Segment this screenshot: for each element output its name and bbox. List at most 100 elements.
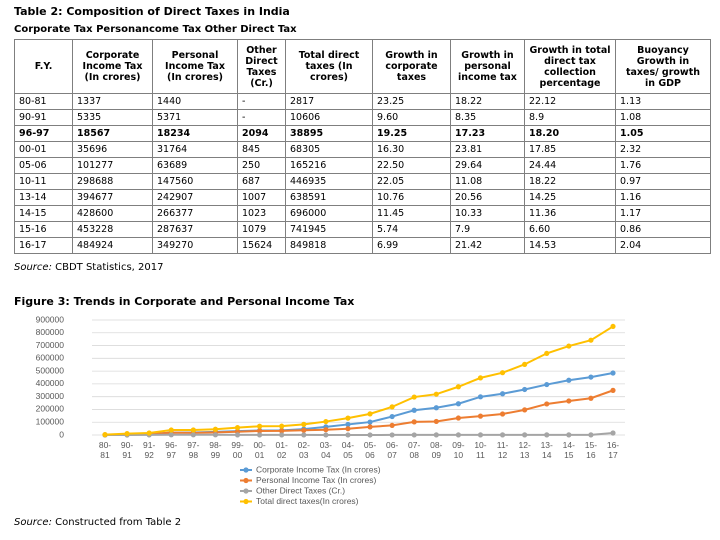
data-point xyxy=(301,432,307,438)
table-cell: 10606 xyxy=(285,109,373,126)
data-point xyxy=(455,432,461,438)
table-row: 00-01 35696 31764 845 68305 16.30 23.81 17.85 2.… xyxy=(14,141,711,158)
table-cell: 1079 xyxy=(237,221,286,238)
data-point xyxy=(301,421,307,427)
data-point xyxy=(544,401,550,407)
table-row: 15-16 453228 287637 1079 741945 5.74 7.9 6.60 0.… xyxy=(14,221,711,238)
y-tick-label: 300000 xyxy=(36,391,65,401)
data-point xyxy=(411,394,417,400)
legend-marker xyxy=(243,477,249,484)
data-point xyxy=(477,394,484,400)
source-label: Source: xyxy=(14,262,52,273)
x-tick-label: 80-81 xyxy=(98,440,112,460)
y-tick-label: 200000 xyxy=(36,404,65,414)
data-point xyxy=(433,418,439,425)
table-cell: 29.64 xyxy=(450,157,525,174)
table-cell: 9.60 xyxy=(372,109,451,126)
x-tick-label: 00-01 xyxy=(253,440,266,460)
legend-label: Other Direct Taxes (Cr.) xyxy=(256,485,345,495)
table-cell: 5335 xyxy=(72,109,153,126)
data-point xyxy=(522,407,528,413)
table-cell: 21.42 xyxy=(450,237,525,254)
source-label: Source: xyxy=(14,517,52,528)
data-point xyxy=(566,343,572,349)
data-point xyxy=(345,432,351,438)
header-cell: Growth in total direct tax collection pe… xyxy=(524,39,616,94)
data-point xyxy=(588,374,594,380)
data-point xyxy=(389,422,395,429)
data-point xyxy=(566,377,572,383)
table-cell: 1.16 xyxy=(615,189,711,206)
data-point xyxy=(499,370,506,376)
table-row: 05-06 101277 63689 250 165216 22.50 29.64 24.44… xyxy=(14,157,711,174)
table-cell: 2094 xyxy=(237,125,286,142)
data-point xyxy=(190,427,196,433)
data-point xyxy=(433,391,439,397)
table-row: 90-91 5335 5371-10606 9.60 8.35 8.9 1.08 xyxy=(14,109,711,126)
table-cell: 1023 xyxy=(237,205,286,222)
table-cell: 7.9 xyxy=(450,221,525,238)
table-cell: 18234 xyxy=(152,125,238,142)
table-cell: 1.13 xyxy=(615,93,711,110)
table-cell: 0.86 xyxy=(615,221,711,238)
table-cell: 18.20 xyxy=(524,125,616,142)
header-cell: Personal Income Tax (In crores) xyxy=(152,39,238,94)
data-point xyxy=(212,432,219,438)
table-cell: 266377 xyxy=(152,205,238,222)
table-cell: 31764 xyxy=(152,141,238,158)
table-cell: 15-16 xyxy=(14,221,73,238)
x-tick-label: 10-11 xyxy=(474,440,487,460)
data-point xyxy=(168,432,174,438)
x-tick-label: 06-07 xyxy=(385,440,399,460)
table-cell: 1.76 xyxy=(615,157,711,174)
table-cell: 1.08 xyxy=(615,109,711,126)
table-source: Source: CBDT Statistics, 2017 xyxy=(14,262,163,273)
table-cell: 16.30 xyxy=(372,141,451,158)
table-cell: 10-11 xyxy=(14,173,73,190)
data-point xyxy=(499,411,506,417)
data-point xyxy=(389,432,395,438)
y-tick-label: 500000 xyxy=(36,365,65,375)
table-cell: 15624 xyxy=(237,237,286,254)
table-cell: 696000 xyxy=(285,205,373,222)
table-cell: 298688 xyxy=(72,173,153,190)
data-point xyxy=(477,432,484,438)
table-cell: 0.97 xyxy=(615,173,711,190)
data-point xyxy=(433,432,439,438)
source-text: CBDT Statistics, 2017 xyxy=(55,262,164,273)
data-point xyxy=(610,323,616,330)
table-cell: 11.45 xyxy=(372,205,451,222)
table-cell: 1440 xyxy=(152,93,238,110)
table-cell: 6.99 xyxy=(372,237,451,254)
x-tick-label: 08-09 xyxy=(430,440,443,460)
data-point xyxy=(499,432,506,438)
figure-source: Source: Constructed from Table 2 xyxy=(14,517,181,528)
table-cell: 22.50 xyxy=(372,157,451,174)
data-point xyxy=(345,421,351,428)
table-cell: 63689 xyxy=(152,157,238,174)
data-point xyxy=(588,432,594,438)
data-point xyxy=(522,432,528,438)
chart-svg: 0 100000 200000 300000 400000 500000 600000 700… xyxy=(36,314,625,506)
table-cell: 638591 xyxy=(285,189,373,206)
y-tick-label: 100000 xyxy=(36,416,65,426)
table-cell: 05-06 xyxy=(14,157,73,174)
data-point xyxy=(588,337,594,343)
x-tick-label: 97-98 xyxy=(187,440,200,460)
table-cell: 18.22 xyxy=(524,173,616,190)
data-point xyxy=(367,432,373,438)
data-point xyxy=(544,432,550,438)
table-cell: 20.56 xyxy=(450,189,525,206)
data-point xyxy=(566,432,572,438)
data-point xyxy=(345,426,351,432)
data-point xyxy=(367,424,373,430)
table-cell: 35696 xyxy=(72,141,153,158)
table-cell: 2.32 xyxy=(615,141,711,158)
table-cell: 8.35 xyxy=(450,109,525,126)
legend-marker xyxy=(243,498,249,505)
data-point xyxy=(522,361,528,367)
data-point xyxy=(610,387,616,393)
data-point xyxy=(234,424,241,431)
data-point xyxy=(345,415,351,421)
